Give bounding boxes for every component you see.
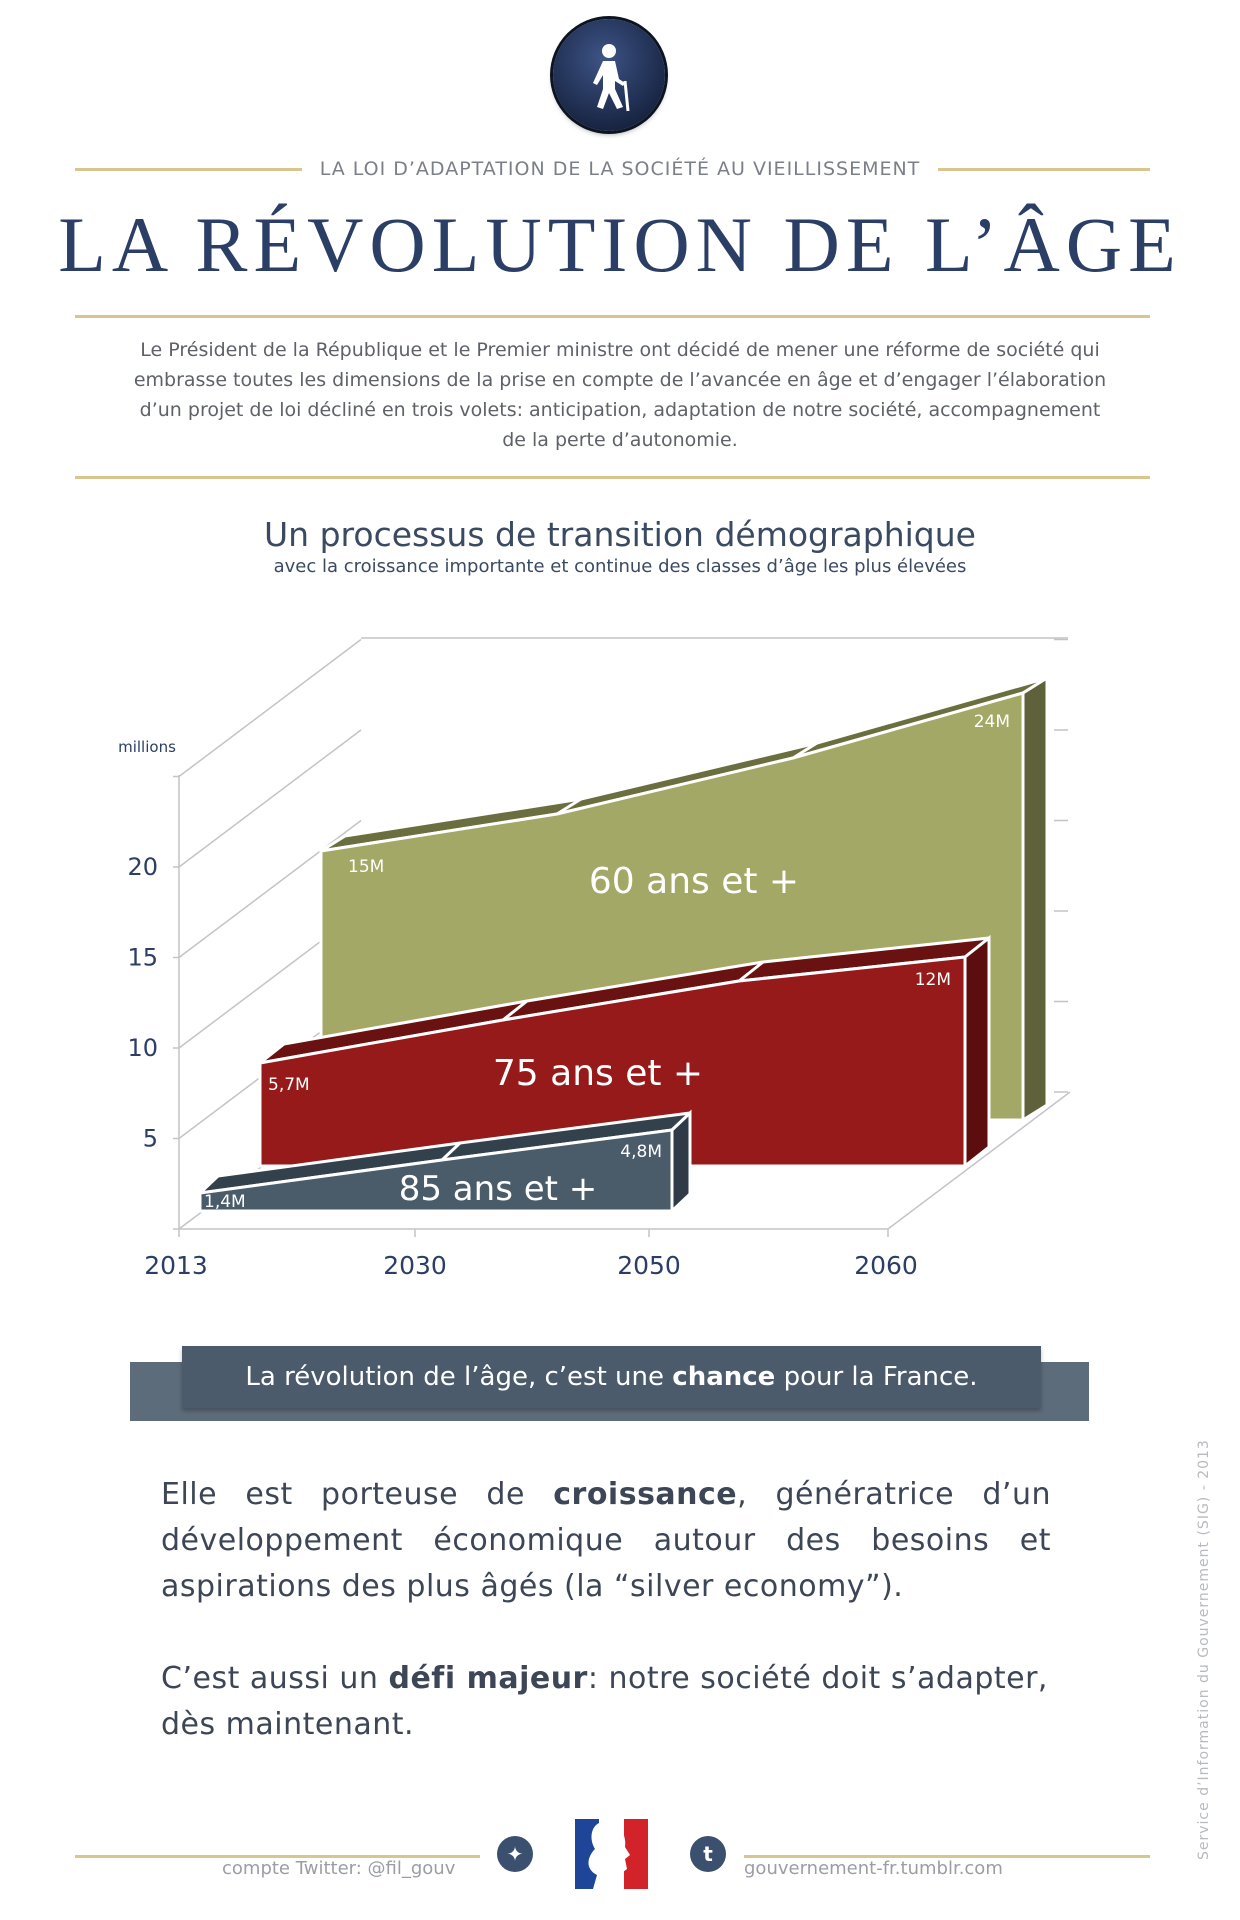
series-side-face (963, 934, 991, 1170)
divider (75, 476, 1150, 479)
series-side-face (1021, 675, 1049, 1123)
gridline (178, 638, 362, 778)
marianne-logo (575, 1819, 648, 1889)
credit: Service d’Information du Gouvernement (S… (1196, 1439, 1212, 1860)
data-label-start: 15M (348, 857, 384, 877)
kicker: LA LOI D’ADAPTATION DE LA SOCIÉTÉ AU VIE… (0, 158, 1240, 180)
y-axis-label: millions (118, 738, 176, 756)
y-tick-label: 5 (143, 1125, 158, 1153)
body-paragraph: Elle est porteuse de croissance, générat… (161, 1477, 1051, 1604)
x-tick-label: 2030 (383, 1251, 447, 1280)
chart-title: Un processus de transition démographique (264, 515, 976, 554)
segment-divider (738, 960, 764, 983)
y-tick-label: 20 (127, 853, 158, 881)
gridline (178, 729, 362, 868)
tumblr-icon[interactable]: t (690, 1836, 726, 1872)
x-tick-label: 2013 (144, 1251, 208, 1280)
series-name-label: 85 ans et + (399, 1169, 598, 1209)
chart: 5 10 15 20 2013 2030 2050 2060 millions 15M 24M 60 … (118, 637, 1071, 1280)
x-tick-label: 2050 (617, 1251, 681, 1280)
divider (75, 315, 1150, 318)
divider (75, 1855, 480, 1858)
page-title: LA RÉVOLUTION DE L’ÂGE (58, 201, 1182, 288)
x-tick-label: 2060 (854, 1251, 918, 1280)
data-label-end: 4,8M (620, 1142, 662, 1162)
data-label-start: 1,4M (204, 1192, 246, 1212)
body-paragraph: C’est aussi un défi majeur: notre sociét… (161, 1661, 1048, 1742)
data-label-end: 12M (915, 970, 951, 990)
twitter-link[interactable]: compte Twitter: @fil_gouv (222, 1858, 456, 1879)
chart-subtitle: avec la croissance importante et continu… (273, 556, 967, 577)
segment-divider (502, 999, 528, 1022)
intro-text: Le Président de la République et le Prem… (133, 339, 1107, 451)
data-label-end: 24M (974, 712, 1010, 732)
segment-divider (440, 1141, 462, 1162)
y-tick-label: 15 (127, 944, 158, 972)
banner: La révolution de l’âge, c’est une chance… (182, 1346, 1041, 1408)
divider (744, 1855, 1150, 1858)
y-tick-label: 10 (127, 1034, 158, 1062)
segment-divider (556, 797, 582, 816)
series-name-label: 75 ans et + (493, 1053, 703, 1094)
series-side-face (670, 1109, 692, 1215)
elderly-person-icon (553, 19, 665, 131)
series-3-area (198, 1128, 674, 1213)
tumblr-link[interactable]: gouvernement-fr.tumblr.com (744, 1858, 1003, 1879)
data-label-start: 5,7M (268, 1075, 310, 1095)
floor-edge (887, 1091, 1071, 1230)
series-name-label: 60 ans et + (589, 861, 799, 902)
segment-divider (792, 741, 818, 760)
twitter-icon[interactable]: ✦ (497, 1836, 533, 1872)
